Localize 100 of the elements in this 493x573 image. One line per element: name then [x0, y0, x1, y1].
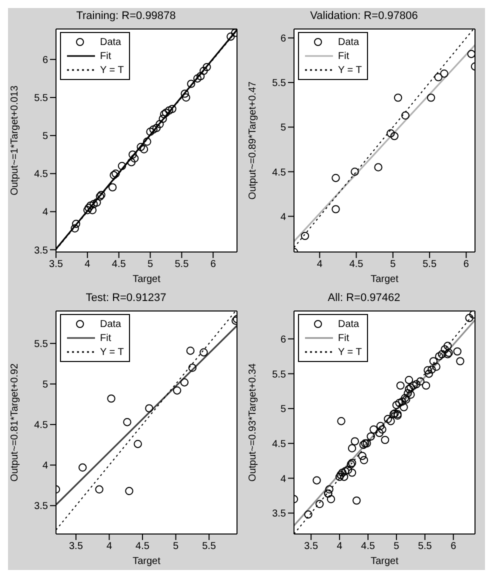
- x-tick-label: 4: [316, 259, 323, 270]
- point: [196, 72, 205, 80]
- x-tick-label: 5.5: [422, 259, 437, 270]
- point: [130, 154, 139, 162]
- point: [160, 110, 168, 118]
- point: [90, 200, 98, 208]
- point: [123, 418, 132, 426]
- x-axis-title: Target: [132, 556, 161, 567]
- point: [180, 378, 189, 386]
- legend-label: Fit: [338, 50, 350, 62]
- x-tick-label: 3.5: [304, 541, 318, 552]
- point: [426, 94, 436, 102]
- y-tick-label: 4: [42, 207, 48, 218]
- x-tick-label: 5: [173, 541, 179, 552]
- point: [332, 174, 340, 182]
- y-tick-label: 5.5: [34, 338, 48, 350]
- y-tick-label: 4.5: [272, 167, 286, 178]
- point: [140, 145, 148, 154]
- point: [127, 158, 136, 166]
- y-tick-label: 4: [42, 460, 48, 472]
- chart-title: Training: R=0.99878: [75, 10, 177, 24]
- point: [134, 440, 142, 448]
- y-tick-label: 5.5: [34, 93, 48, 104]
- point: [182, 93, 190, 102]
- point: [125, 486, 134, 496]
- point: [200, 348, 208, 356]
- point: [332, 205, 340, 214]
- point: [136, 142, 145, 152]
- y-tick-label: 4: [280, 212, 286, 223]
- y-tick-label: 5.5: [272, 369, 286, 380]
- x-tick-label: 4.5: [112, 259, 126, 270]
- point: [386, 129, 395, 138]
- y-tick-label: 6: [280, 33, 286, 44]
- legend-label: Data: [100, 36, 122, 48]
- x-tick-label: 6: [450, 541, 457, 552]
- point: [107, 394, 116, 403]
- point: [86, 201, 95, 210]
- legend-label: Data: [338, 318, 360, 330]
- y-axis-title: Output~=0.81*Target+0.92: [10, 362, 21, 482]
- point: [390, 132, 398, 140]
- point: [187, 80, 196, 88]
- point: [434, 73, 442, 82]
- point: [394, 94, 402, 102]
- legend-label: Data: [100, 318, 122, 330]
- y-tick-label: 4.5: [34, 169, 48, 180]
- point: [70, 224, 79, 233]
- chart-title: Test: R=0.91237: [84, 292, 168, 306]
- point: [200, 66, 208, 75]
- point: [83, 206, 92, 214]
- legend-label: Data: [338, 36, 360, 48]
- y-axis-title: Output~=1*Target+0.013: [10, 85, 21, 196]
- point: [152, 124, 161, 132]
- point: [180, 90, 189, 98]
- y-tick-label: 4: [280, 474, 286, 485]
- x-tick-label: 5: [394, 541, 400, 552]
- x-tick-label: 4.5: [136, 541, 150, 552]
- point: [118, 162, 126, 170]
- y-tick-label: 6: [42, 54, 48, 66]
- point: [188, 364, 197, 372]
- point: [401, 111, 410, 120]
- point: [112, 170, 120, 178]
- point: [156, 120, 164, 128]
- point: [193, 74, 202, 83]
- y-tick-label: 5: [280, 404, 286, 416]
- x-tick-label: 5.5: [418, 541, 432, 552]
- legend-label: Y = T: [100, 64, 124, 76]
- point: [168, 104, 176, 114]
- x-tick-label: 6: [463, 259, 470, 270]
- point: [143, 138, 152, 146]
- y-tick-label: 3.5: [34, 245, 48, 256]
- y-tick-label: 3.5: [272, 508, 286, 520]
- x-tick-label: 6: [210, 259, 216, 270]
- x-tick-label: 4: [106, 541, 112, 552]
- x-tick-label: 4.5: [349, 259, 364, 270]
- y-tick-label: 4.5: [34, 420, 48, 432]
- x-tick-label: 5: [390, 259, 396, 270]
- point: [145, 404, 154, 412]
- point: [186, 346, 195, 355]
- y-tick-label: 5: [42, 380, 48, 391]
- x-axis-title: Target: [370, 556, 399, 567]
- point: [162, 108, 170, 117]
- point: [95, 485, 104, 494]
- y-tick-label: 5.5: [272, 78, 286, 90]
- point: [226, 32, 235, 41]
- point: [173, 386, 182, 395]
- x-tick-label: 3.5: [69, 541, 84, 552]
- legend-label: Y = T: [100, 346, 124, 358]
- legend-label: Fit: [100, 50, 112, 62]
- x-tick-label: 5.5: [202, 541, 216, 552]
- x-axis-title: Target: [370, 274, 399, 285]
- legend-label: Fit: [338, 332, 350, 344]
- y-axis-title: Output~=0.89*Target+0.47: [248, 80, 259, 200]
- chart-title: Validation: R=0.97806: [309, 10, 419, 24]
- y-tick-label: 6: [280, 334, 286, 346]
- legend-label: Y = T: [338, 346, 362, 358]
- point: [467, 50, 475, 58]
- point: [88, 206, 97, 214]
- x-axis-title: Target: [132, 274, 161, 285]
- point: [110, 171, 118, 180]
- legend-label: Fit: [100, 332, 112, 344]
